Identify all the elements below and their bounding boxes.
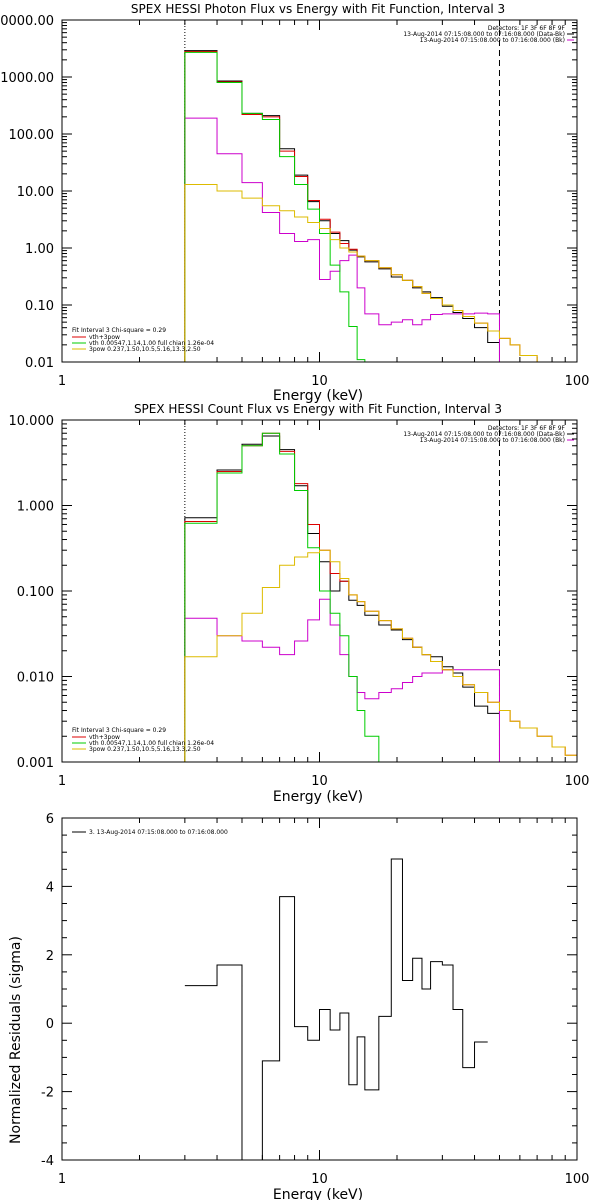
plot1-series-3 [184, 51, 379, 363]
plot3-ytick-label: 6 [46, 812, 54, 827]
plot1-xtick-label: 100 [565, 374, 590, 389]
plot2-ytick-label: 0.010 [17, 671, 54, 686]
plot1-series-2 [184, 51, 553, 363]
plot1-ytick-label: 1.00 [25, 242, 54, 257]
plot1-legend-title: Fit Interval 3 Chi-square = 0.29 [72, 327, 166, 334]
plot1-ytick-label: 0000.00 [0, 14, 54, 29]
plot2-series-3 [184, 432, 380, 762]
plot2-header-line: 13-Aug-2014 07:15:08.000 to 07:16:08.000… [420, 437, 565, 444]
plot2-title: SPEX HESSI Count Flux vs Energy with Fit… [134, 402, 502, 416]
plot2-xtick-label: 100 [565, 774, 590, 789]
plot2-xtick-label: 10 [311, 774, 328, 789]
plot3-frame [61, 817, 578, 1161]
plot3-series-0 [184, 858, 488, 1161]
plot2-frame [61, 419, 578, 763]
plot2-header-line: 13-Aug-2014 07:15:08.000 to 07:16:08.000… [403, 431, 565, 438]
plot3-xtick-label: 10 [311, 1172, 328, 1187]
plot3-xtick-label: 1 [58, 1172, 66, 1187]
plot1-ytick-label: 0.01 [25, 356, 54, 371]
plot2-ytick-label: 10.000 [9, 414, 55, 429]
plot1-series-0 [184, 50, 500, 362]
plot3-xlabel: Energy (keV) [273, 1187, 363, 1200]
plot2-legend-entry: vth 0.00547,1.14,1.00 full chian 1.26e-0… [89, 740, 214, 747]
plot1-header-line: Detectors: 1F 3F 6F 8F 9F [488, 25, 566, 32]
plot3-ytick-label: 2 [46, 949, 54, 964]
plot1-header-line: 13-Aug-2014 07:15:08.000 to 07:16:08.000… [420, 37, 565, 44]
plot3-legend-entry: 3. 13-Aug-2014 07:15:08.000 to 07:16:08.… [89, 829, 228, 836]
plot2-ytick-label: 0.001 [17, 756, 54, 771]
plot3-xtick-label: 100 [565, 1172, 590, 1187]
plot1-xlabel: Energy (keV) [273, 388, 363, 404]
plot1-legend-entry: vth+3pow [89, 334, 120, 341]
plot2-series-1 [184, 598, 500, 762]
plot1-title: SPEX HESSI Photon Flux vs Energy with Fi… [131, 2, 505, 16]
plot1-legend-entry: 3pow 0.237,1.50,10.5,5.16,13.3,2.50 [89, 346, 201, 353]
plot1-xtick-label: 1 [58, 374, 66, 389]
plot1-series-1 [184, 117, 500, 362]
plot2-legend-entry: vth+3pow [89, 734, 120, 741]
plot3-ylabel: Normalized Residuals (sigma) [8, 936, 24, 1144]
plot2-legend-title: Fit Interval 3 Chi-square = 0.29 [72, 727, 166, 734]
plot2-ytick-label: 1.000 [17, 500, 54, 515]
plot2-series-2 [184, 432, 578, 762]
plot1-series-4 [184, 184, 553, 363]
plot2-xlabel: Energy (keV) [273, 789, 363, 805]
plot3-ytick-label: -4 [41, 1154, 54, 1169]
plot2-ytick-label: 0.100 [17, 585, 54, 600]
plot3-ytick-label: 4 [46, 880, 54, 895]
plot2-legend-entry: 3pow 0.237,1.50,10.5,5.16,13.3,2.50 [89, 746, 201, 753]
plot3-ytick-label: 0 [46, 1017, 54, 1032]
plot2-series-4 [184, 549, 578, 762]
plot1-header-line: 13-Aug-2014 07:15:08.000 to 07:16:08.000… [403, 31, 565, 38]
plot1-frame [61, 19, 578, 363]
plot1-ytick-label: 0.10 [25, 299, 54, 314]
plot2-header-line: Detectors: 1F 3F 6F 8F 9F [488, 425, 566, 432]
plot1-legend-entry: vth 0.00547,1.14,1.00 full chian 1.26e-0… [89, 340, 214, 347]
plot2-xtick-label: 1 [58, 774, 66, 789]
plot1-ytick-label: 10.00 [17, 185, 54, 200]
plot1-ytick-label: 100.00 [9, 128, 55, 143]
plot1-xtick-label: 10 [311, 374, 328, 389]
plot2-series-0 [184, 435, 500, 762]
plot1-ytick-label: 1000.00 [0, 71, 54, 86]
plot3-ytick-label: -2 [41, 1086, 54, 1101]
